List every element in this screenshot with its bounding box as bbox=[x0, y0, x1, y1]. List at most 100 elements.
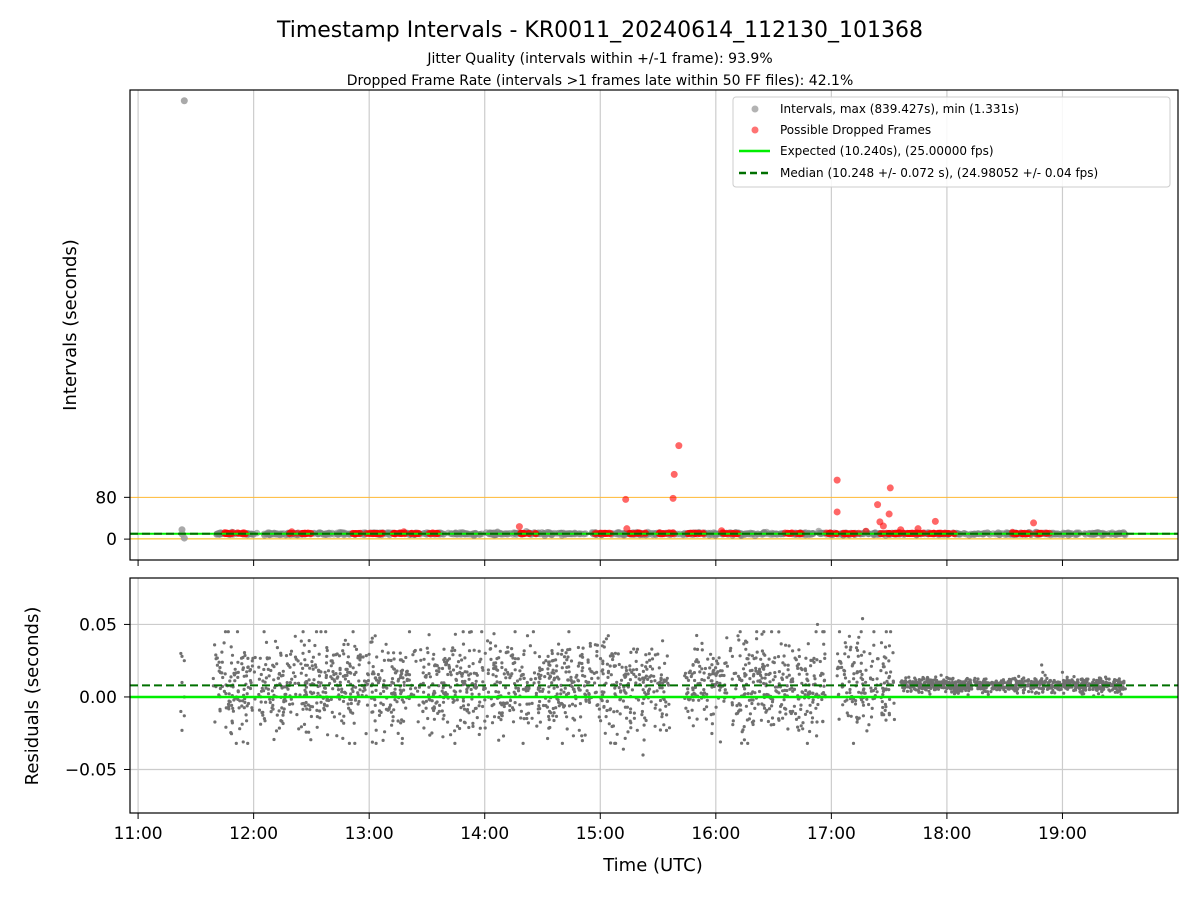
residual-point bbox=[1075, 681, 1079, 685]
residual-point bbox=[316, 680, 321, 684]
residual-point bbox=[524, 685, 528, 690]
residual-point bbox=[377, 709, 382, 713]
residual-point bbox=[273, 686, 277, 690]
residual-point bbox=[340, 687, 344, 691]
residual-point bbox=[331, 687, 335, 691]
residual-point bbox=[477, 704, 481, 708]
residual-point bbox=[395, 700, 399, 704]
residual-point bbox=[752, 719, 756, 723]
residual-point bbox=[781, 716, 785, 720]
residual-point bbox=[528, 644, 533, 648]
residual-point bbox=[615, 732, 619, 736]
residual-point bbox=[771, 698, 775, 702]
residual-point bbox=[1039, 679, 1044, 684]
residual-point bbox=[764, 672, 768, 677]
residual-point bbox=[871, 659, 875, 663]
residual-point bbox=[762, 706, 767, 710]
residual-point bbox=[973, 676, 977, 681]
residual-point bbox=[695, 647, 700, 652]
residual-point bbox=[845, 691, 849, 695]
residual-point bbox=[821, 630, 825, 634]
residual-point bbox=[863, 691, 867, 695]
residual-point bbox=[322, 702, 327, 706]
residual-point bbox=[299, 662, 303, 666]
residual-point-extra-1 bbox=[180, 654, 184, 658]
residual-point bbox=[343, 677, 347, 681]
residual-point bbox=[755, 637, 759, 641]
residual-point bbox=[1113, 690, 1117, 694]
residual-point bbox=[864, 680, 868, 684]
residual-point bbox=[808, 690, 812, 694]
residual-point bbox=[620, 665, 624, 669]
residual-point bbox=[803, 668, 808, 673]
residual-point bbox=[760, 649, 765, 653]
residual-point bbox=[705, 705, 709, 709]
residual-point bbox=[404, 673, 408, 677]
residual-point bbox=[301, 666, 305, 671]
residual-point bbox=[542, 661, 546, 665]
residual-point bbox=[305, 707, 309, 711]
x-tick-label-2: 13:00 bbox=[345, 824, 394, 844]
residual-point bbox=[758, 667, 762, 671]
residual-point bbox=[324, 673, 328, 678]
residual-point bbox=[663, 661, 667, 666]
residual-point bbox=[951, 676, 955, 681]
residual-point bbox=[631, 668, 636, 672]
residual-point bbox=[846, 655, 851, 659]
residual-point bbox=[405, 678, 409, 683]
residual-point bbox=[547, 660, 551, 665]
residual-point bbox=[1025, 683, 1029, 687]
residual-point bbox=[660, 712, 664, 716]
residual-point bbox=[472, 671, 476, 675]
residual-point bbox=[808, 729, 812, 734]
dropped-frame-point bbox=[656, 529, 664, 537]
residual-point bbox=[1114, 678, 1118, 683]
residual-point bbox=[267, 674, 271, 678]
residual-point bbox=[489, 647, 493, 651]
residual-point bbox=[218, 709, 222, 713]
residual-point bbox=[511, 656, 515, 660]
residual-point bbox=[504, 668, 508, 672]
residual-point bbox=[428, 733, 432, 737]
residual-point bbox=[587, 691, 591, 696]
residual-point bbox=[533, 651, 537, 655]
residual-point bbox=[746, 692, 750, 696]
residual-point bbox=[883, 708, 887, 713]
residual-point bbox=[445, 692, 449, 696]
residual-point bbox=[964, 688, 968, 693]
residual-point bbox=[224, 706, 228, 710]
residual-point bbox=[855, 648, 860, 653]
residual-point bbox=[872, 630, 876, 634]
residual-point bbox=[747, 653, 751, 657]
residual-point bbox=[380, 669, 384, 673]
residual-point bbox=[608, 708, 612, 712]
residual-point bbox=[695, 717, 699, 721]
residual-point bbox=[856, 654, 860, 658]
residual-point bbox=[730, 703, 735, 707]
residual-point bbox=[324, 661, 329, 665]
residual-point bbox=[995, 688, 999, 692]
residual-point bbox=[245, 670, 249, 674]
residual-point bbox=[718, 681, 722, 686]
residual-point bbox=[757, 671, 761, 675]
residual-point bbox=[716, 662, 720, 666]
chart-title: Timestamp Intervals - KR0011_20240614_11… bbox=[276, 18, 923, 43]
residual-point bbox=[876, 657, 880, 661]
residual-point bbox=[602, 640, 606, 644]
residual-point bbox=[541, 703, 546, 708]
residual-point bbox=[855, 671, 859, 675]
residual-point bbox=[684, 706, 688, 710]
residual-point bbox=[640, 663, 644, 667]
residual-point bbox=[804, 688, 808, 693]
residual-point bbox=[370, 740, 374, 744]
residual-point bbox=[1033, 691, 1037, 695]
residual-point bbox=[337, 654, 342, 658]
residual-point bbox=[563, 711, 567, 715]
residual-point bbox=[321, 690, 325, 694]
residual-point bbox=[791, 677, 795, 681]
residual-point bbox=[580, 661, 584, 666]
residual-point bbox=[980, 686, 985, 691]
residual-point bbox=[1098, 687, 1102, 691]
residual-point bbox=[483, 719, 487, 723]
residual-point bbox=[264, 663, 268, 667]
